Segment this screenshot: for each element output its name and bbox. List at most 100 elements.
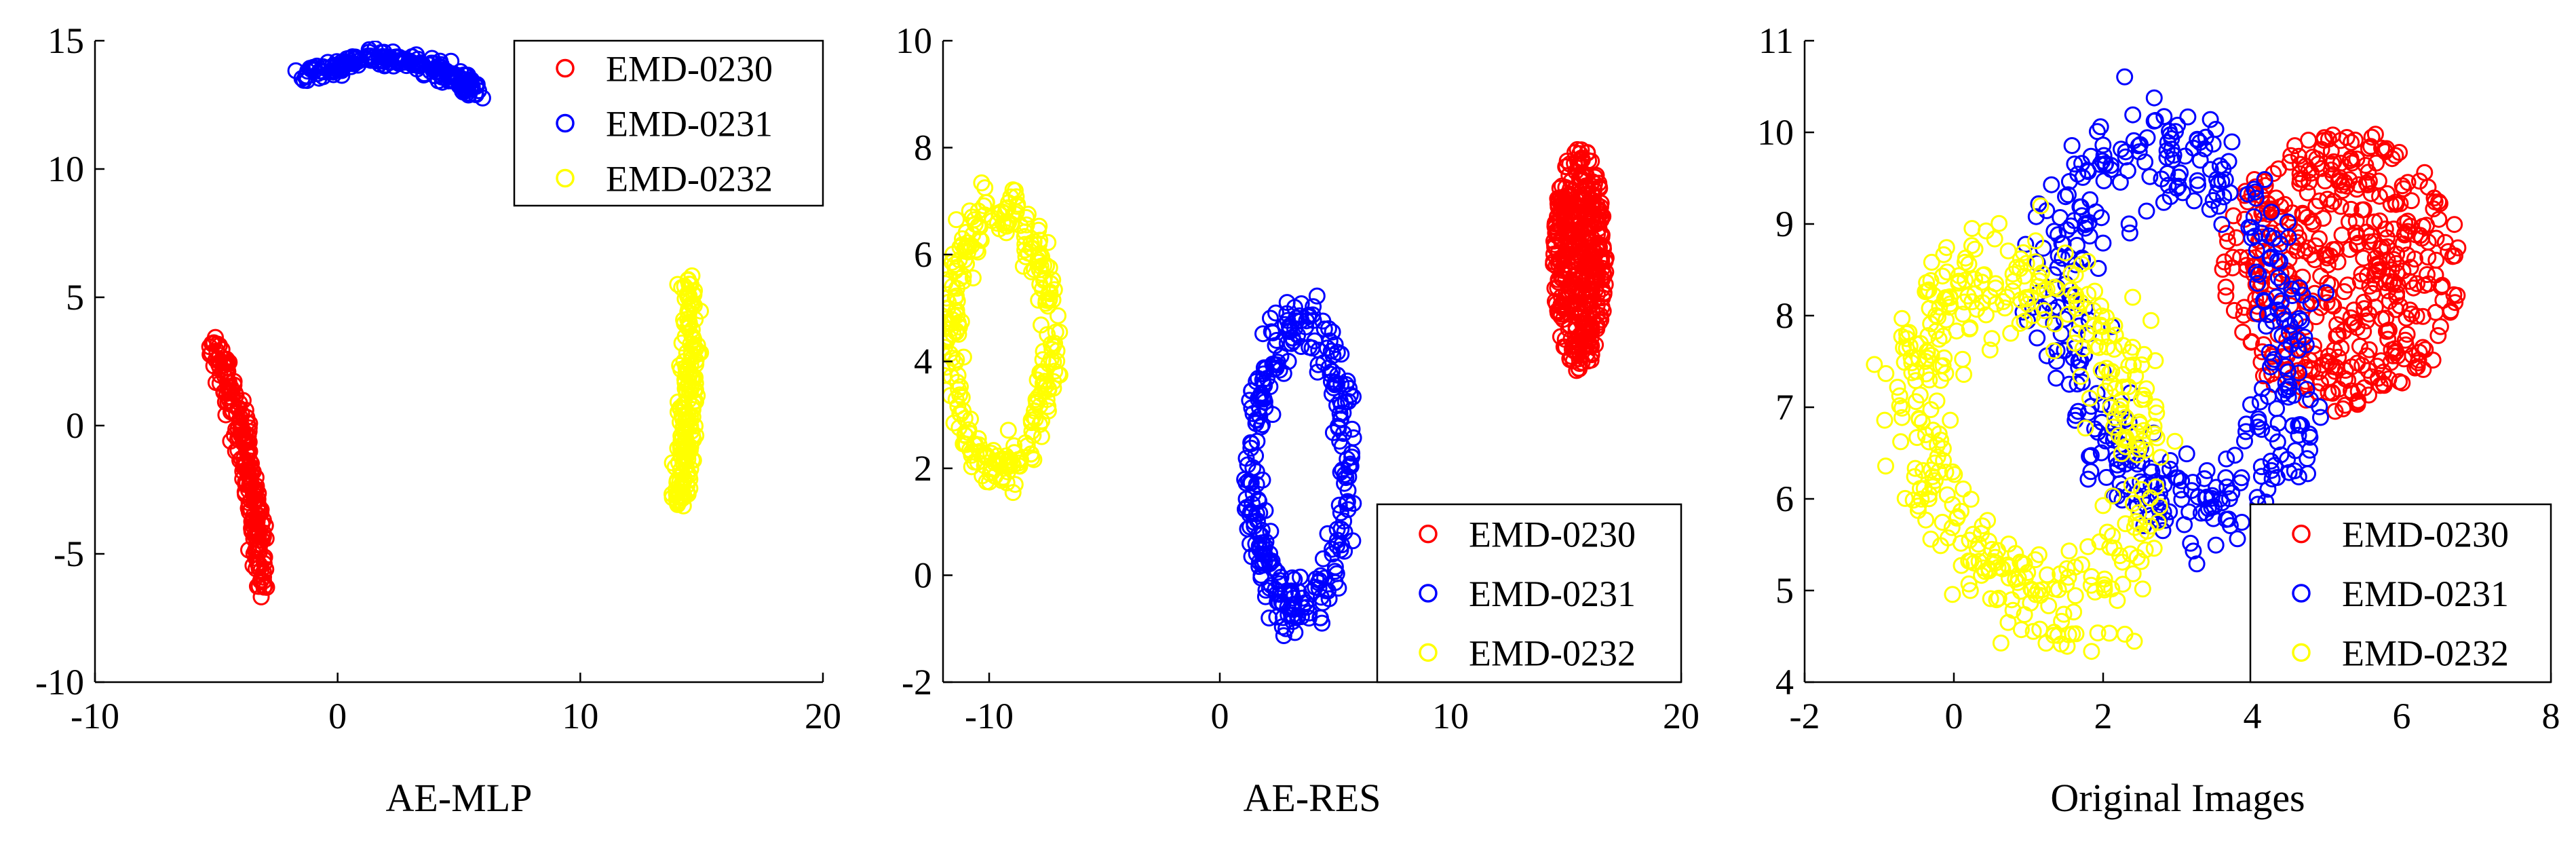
y-tick-label: -5	[54, 533, 84, 574]
data-point	[1255, 540, 1273, 558]
data-point	[2102, 161, 2119, 179]
data-point	[2037, 635, 2055, 652]
data-point	[2361, 233, 2379, 250]
data-point	[2218, 225, 2235, 242]
data-point	[2403, 305, 2421, 323]
data-point	[1891, 387, 1908, 405]
data-point	[252, 588, 270, 605]
data-point	[1241, 392, 1258, 409]
data-point	[1034, 351, 1052, 369]
data-point	[2105, 540, 2123, 557]
data-point	[2197, 128, 2214, 146]
data-point	[2363, 128, 2381, 146]
data-point	[2098, 338, 2116, 356]
data-point	[2302, 295, 2320, 312]
data-point	[2083, 568, 2100, 585]
data-point	[2217, 287, 2235, 305]
data-point	[2273, 292, 2290, 310]
data-point	[1045, 373, 1062, 390]
data-point	[2357, 157, 2375, 174]
y-tick-label: 5	[1775, 570, 1794, 611]
data-point	[1338, 495, 1356, 512]
data-point	[952, 378, 969, 396]
data-point	[2203, 499, 2221, 517]
x-tick-label: 2	[2094, 696, 2113, 736]
data-point	[2133, 481, 2151, 498]
data-point	[2201, 200, 2218, 218]
data-point	[2161, 460, 2179, 478]
data-point	[1243, 548, 1261, 565]
data-point	[1254, 325, 1271, 343]
data-point	[2069, 237, 2085, 254]
panel-ae-res: -10 0 10 20-20246810AE-RESEMD-0230EMD-0231E…	[896, 20, 1699, 820]
data-point	[1556, 210, 1573, 228]
data-point	[2052, 565, 2069, 582]
data-point	[990, 451, 1007, 469]
data-point	[2077, 324, 2095, 342]
data-point	[1877, 364, 1895, 382]
data-point	[1551, 179, 1569, 197]
data-point	[215, 357, 233, 374]
data-point	[2130, 143, 2148, 161]
data-point	[2124, 495, 2142, 512]
data-point	[998, 474, 1016, 491]
data-point	[1913, 413, 1931, 431]
series-emd-0230	[1545, 140, 1615, 379]
data-point	[2079, 470, 2097, 488]
data-point	[2221, 184, 2239, 202]
data-point	[1586, 174, 1603, 192]
data-point	[2442, 303, 2459, 321]
data-point	[965, 211, 983, 229]
data-point	[682, 438, 699, 456]
data-point	[1895, 339, 1912, 356]
legend: EMD-0230 EMD-0231 EMD-0232	[1376, 503, 1683, 683]
data-point	[2249, 418, 2267, 436]
data-point	[999, 422, 1017, 439]
data-point	[2195, 470, 2213, 487]
data-point	[1549, 304, 1566, 322]
data-point	[2088, 123, 2106, 140]
data-point	[978, 473, 995, 491]
data-point	[2188, 555, 2206, 573]
data-point	[2292, 312, 2310, 329]
data-point	[2296, 242, 2313, 260]
series-emd-0232	[943, 174, 1069, 502]
data-point	[2383, 261, 2400, 279]
data-point	[2330, 326, 2347, 344]
data-point	[1938, 486, 1956, 504]
data-point	[2349, 383, 2367, 400]
data-point	[682, 335, 699, 353]
data-point	[1324, 323, 1341, 341]
data-point	[2040, 597, 2058, 614]
data-point	[2233, 514, 2250, 531]
data-point	[2290, 426, 2307, 444]
data-point	[1910, 409, 1928, 427]
data-point	[1039, 233, 1057, 251]
data-point	[2197, 490, 2214, 508]
data-point	[1918, 282, 1936, 300]
data-point	[1546, 214, 1564, 231]
data-point	[2237, 423, 2254, 441]
data-point	[2119, 162, 2136, 179]
data-point	[1334, 425, 1352, 443]
data-point	[2394, 235, 2412, 252]
data-point	[1943, 519, 1961, 536]
data-point	[2351, 272, 2369, 290]
data-point	[2166, 432, 2184, 450]
data-point	[948, 211, 965, 229]
data-point	[2217, 278, 2235, 296]
data-point	[1593, 208, 1611, 225]
x-tick-label: 8	[2542, 696, 2560, 736]
data-point	[669, 276, 687, 293]
data-point	[2123, 476, 2140, 494]
data-point	[2096, 579, 2113, 597]
data-point	[1893, 328, 1910, 345]
data-point	[1581, 286, 1599, 303]
data-point	[2056, 244, 2074, 262]
data-point	[1986, 230, 2003, 248]
data-point	[2183, 482, 2200, 500]
data-point	[2023, 582, 2041, 599]
data-point	[2135, 345, 2153, 363]
data-point	[2012, 582, 2029, 600]
